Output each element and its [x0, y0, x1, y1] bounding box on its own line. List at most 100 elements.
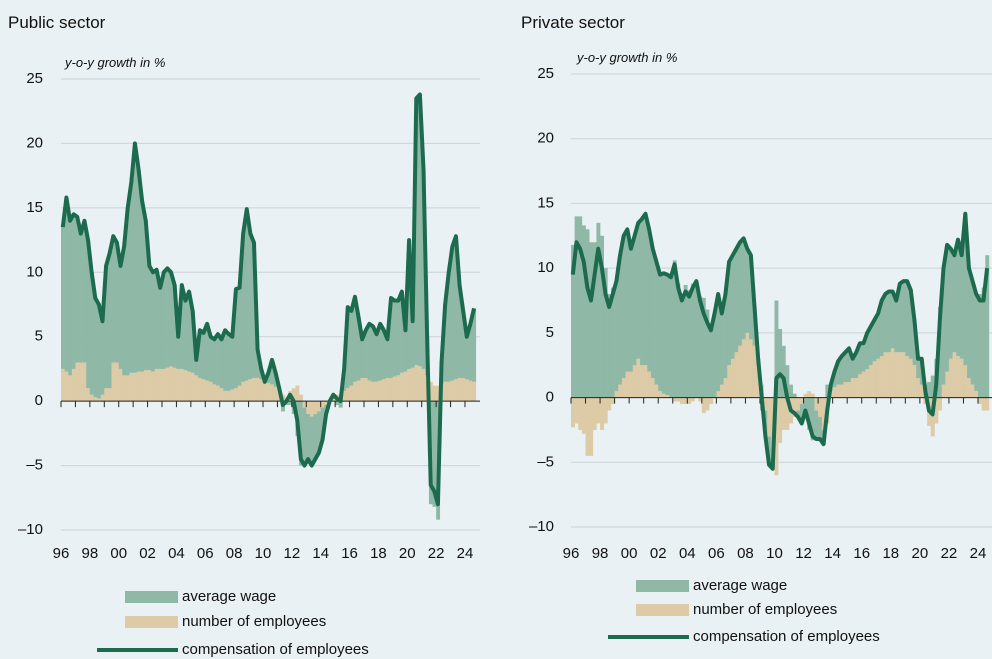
bar	[741, 339, 746, 398]
bar	[208, 336, 213, 382]
bar	[607, 397, 612, 411]
bar	[468, 380, 473, 402]
bar	[169, 366, 174, 402]
x-tick-label: 24	[970, 545, 987, 562]
bar	[371, 326, 376, 382]
bar	[165, 268, 170, 368]
bar	[360, 339, 365, 378]
bar	[814, 397, 819, 411]
bar	[125, 375, 130, 402]
bar	[252, 242, 257, 378]
bar	[643, 213, 648, 366]
bar	[901, 281, 906, 353]
bar	[578, 216, 583, 398]
bar	[636, 222, 641, 359]
bar	[905, 281, 910, 357]
bar	[640, 365, 644, 398]
bar	[774, 300, 779, 398]
bar	[621, 235, 626, 379]
bar	[865, 332, 870, 370]
bar	[190, 310, 195, 373]
x-tick-label: 10	[766, 545, 783, 562]
bar	[306, 414, 311, 460]
bar	[454, 236, 459, 380]
y-axis-label: y-o-y growth in %	[64, 55, 165, 70]
bar	[61, 227, 65, 369]
x-tick-label: 24	[457, 545, 474, 562]
bar	[198, 377, 202, 402]
bar	[356, 317, 361, 381]
bar	[320, 407, 325, 440]
y-tick-label: 25	[26, 70, 43, 87]
bar	[147, 370, 152, 402]
bar	[705, 309, 710, 398]
bar	[596, 222, 601, 398]
bar	[291, 388, 296, 402]
bar	[887, 291, 892, 353]
bar	[259, 379, 264, 402]
bar	[349, 310, 354, 386]
bar	[959, 255, 964, 359]
bar	[629, 248, 634, 372]
bar	[978, 294, 982, 398]
legend-swatch	[636, 604, 689, 616]
x-tick-label: 96	[53, 545, 70, 562]
bar	[299, 401, 303, 466]
x-tick-label: 14	[824, 545, 841, 562]
bar	[140, 201, 145, 372]
bar	[683, 284, 688, 398]
bar	[125, 207, 130, 376]
bar	[82, 220, 87, 363]
bar	[309, 416, 314, 466]
y-axis-label: y-o-y growth in %	[576, 50, 677, 65]
bar	[600, 397, 605, 430]
bar	[97, 304, 101, 399]
bar	[71, 214, 76, 369]
bar	[219, 388, 224, 402]
bar	[180, 368, 184, 402]
bar	[672, 397, 677, 402]
bar	[734, 352, 739, 398]
bar	[614, 281, 619, 392]
bar	[781, 345, 786, 398]
bar	[403, 330, 408, 372]
legend-swatch	[125, 616, 178, 628]
bar	[335, 401, 340, 406]
bar	[158, 368, 163, 402]
bar	[288, 401, 293, 406]
bar	[457, 377, 462, 402]
bar	[176, 368, 181, 402]
bar	[970, 384, 975, 398]
bar	[356, 380, 361, 402]
bar	[680, 397, 684, 405]
x-tick-label: 18	[882, 545, 899, 562]
bar	[367, 323, 372, 381]
bar	[389, 377, 394, 402]
bar	[255, 349, 260, 378]
bar	[396, 300, 401, 376]
bar	[374, 381, 379, 402]
bar	[854, 352, 859, 379]
bar	[723, 378, 728, 398]
bar	[738, 345, 743, 398]
bar	[432, 385, 437, 402]
bar	[107, 388, 112, 402]
x-tick-label: 16	[853, 545, 870, 562]
bar	[879, 300, 884, 357]
bar	[450, 380, 455, 402]
bar	[414, 365, 419, 402]
bar	[461, 377, 466, 402]
bar	[723, 294, 728, 379]
bar	[941, 268, 946, 385]
bar	[636, 358, 641, 398]
y-tick-label: –10	[529, 518, 554, 535]
bar	[879, 356, 884, 398]
bar	[578, 397, 583, 430]
bar	[574, 216, 579, 398]
bar	[661, 273, 666, 394]
bar	[843, 352, 848, 383]
bar	[665, 274, 670, 395]
bar	[647, 229, 652, 372]
bar	[392, 376, 397, 402]
bar	[71, 368, 76, 402]
